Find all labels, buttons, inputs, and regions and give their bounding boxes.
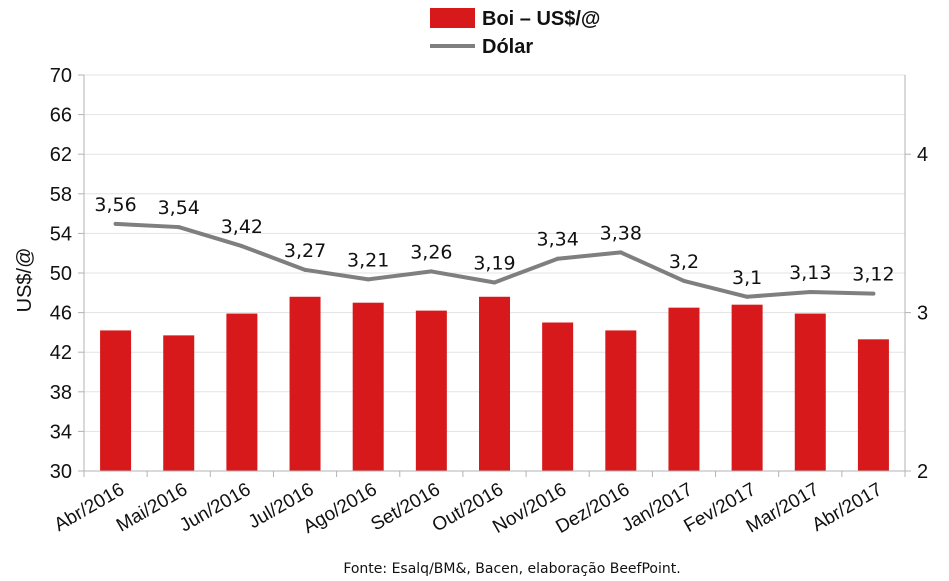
data-label: 3,19 [473, 253, 515, 275]
x-tick-label: Jun/2016 [176, 479, 254, 536]
line-point [871, 291, 876, 296]
data-label: 3,34 [536, 229, 578, 251]
data-label: 3,12 [852, 264, 894, 286]
line-point [429, 269, 434, 274]
data-labels: 3,56 3,54 3,42 3,27 3,21 3,26 3,19 3,34 3,38 3,2 3… [94, 194, 894, 289]
data-label: 3,56 [94, 194, 136, 216]
y-tick-label: 50 [50, 263, 72, 285]
source-note: Fonte: Esalq/BM&, Bacen, elaboração Beef… [343, 561, 680, 577]
bar [794, 313, 826, 471]
bar [289, 296, 321, 471]
bar [100, 330, 132, 471]
y-axis-title: US$/@ [14, 248, 36, 313]
y-tick-label: 46 [50, 303, 72, 325]
x-tick-label: Abr/2016 [51, 479, 128, 536]
line-point [366, 277, 371, 282]
bar [857, 339, 889, 471]
bar [668, 307, 700, 471]
bar [731, 304, 763, 471]
data-label: 3,21 [347, 249, 389, 271]
bar [163, 335, 195, 471]
bar [542, 322, 574, 471]
data-label: 3,1 [732, 267, 762, 289]
y-tick-label: 34 [50, 421, 72, 443]
line-point [555, 256, 560, 261]
bar [352, 302, 384, 471]
y2-tick-label: 4 [917, 144, 928, 166]
line-point [176, 225, 181, 230]
data-label: 3,38 [600, 222, 642, 244]
line-point [113, 221, 118, 226]
legend-label-boi: Boi – US$/@ [482, 8, 600, 30]
y2-tick-label: 3 [917, 303, 928, 325]
line-point [303, 267, 308, 272]
line-point [239, 244, 244, 249]
y-tick-label: 42 [50, 342, 72, 364]
data-label: 3,26 [410, 241, 452, 263]
bar [415, 310, 447, 471]
data-label: 3,54 [158, 197, 200, 219]
y-tick-label: 30 [50, 461, 72, 483]
line-point [808, 290, 813, 295]
line-point [745, 294, 750, 299]
line-point [618, 250, 623, 255]
line-point [492, 280, 497, 285]
data-label: 3,27 [284, 240, 326, 262]
bar [479, 296, 510, 471]
x-tick-label: Set/2016 [367, 479, 443, 535]
y-tick-label: 38 [50, 382, 72, 404]
y-tick-label: 70 [50, 65, 72, 87]
y-tick-label: 66 [50, 105, 72, 127]
x-tick-label: Mar/2017 [743, 479, 823, 537]
bar [605, 330, 637, 471]
y2-tick-label: 2 [917, 461, 928, 483]
y-tick-label: 58 [50, 184, 72, 206]
legend: Boi – US$/@ Dólar [430, 8, 600, 58]
y-tick-label: 54 [50, 223, 72, 245]
data-label: 3,2 [669, 251, 699, 273]
data-label: 3,42 [221, 216, 263, 238]
line-point [681, 278, 686, 283]
bar [226, 313, 258, 471]
legend-swatch-boi [430, 8, 475, 28]
line-series [113, 221, 876, 299]
x-tick-label: Abr/2017 [809, 479, 886, 536]
legend-label-dolar: Dólar [482, 36, 533, 58]
axes [78, 74, 911, 477]
bar-series [100, 296, 889, 471]
data-label: 3,13 [789, 262, 831, 284]
y-tick-label: 62 [50, 144, 72, 166]
x-tick-label: Mai/2016 [113, 479, 191, 536]
